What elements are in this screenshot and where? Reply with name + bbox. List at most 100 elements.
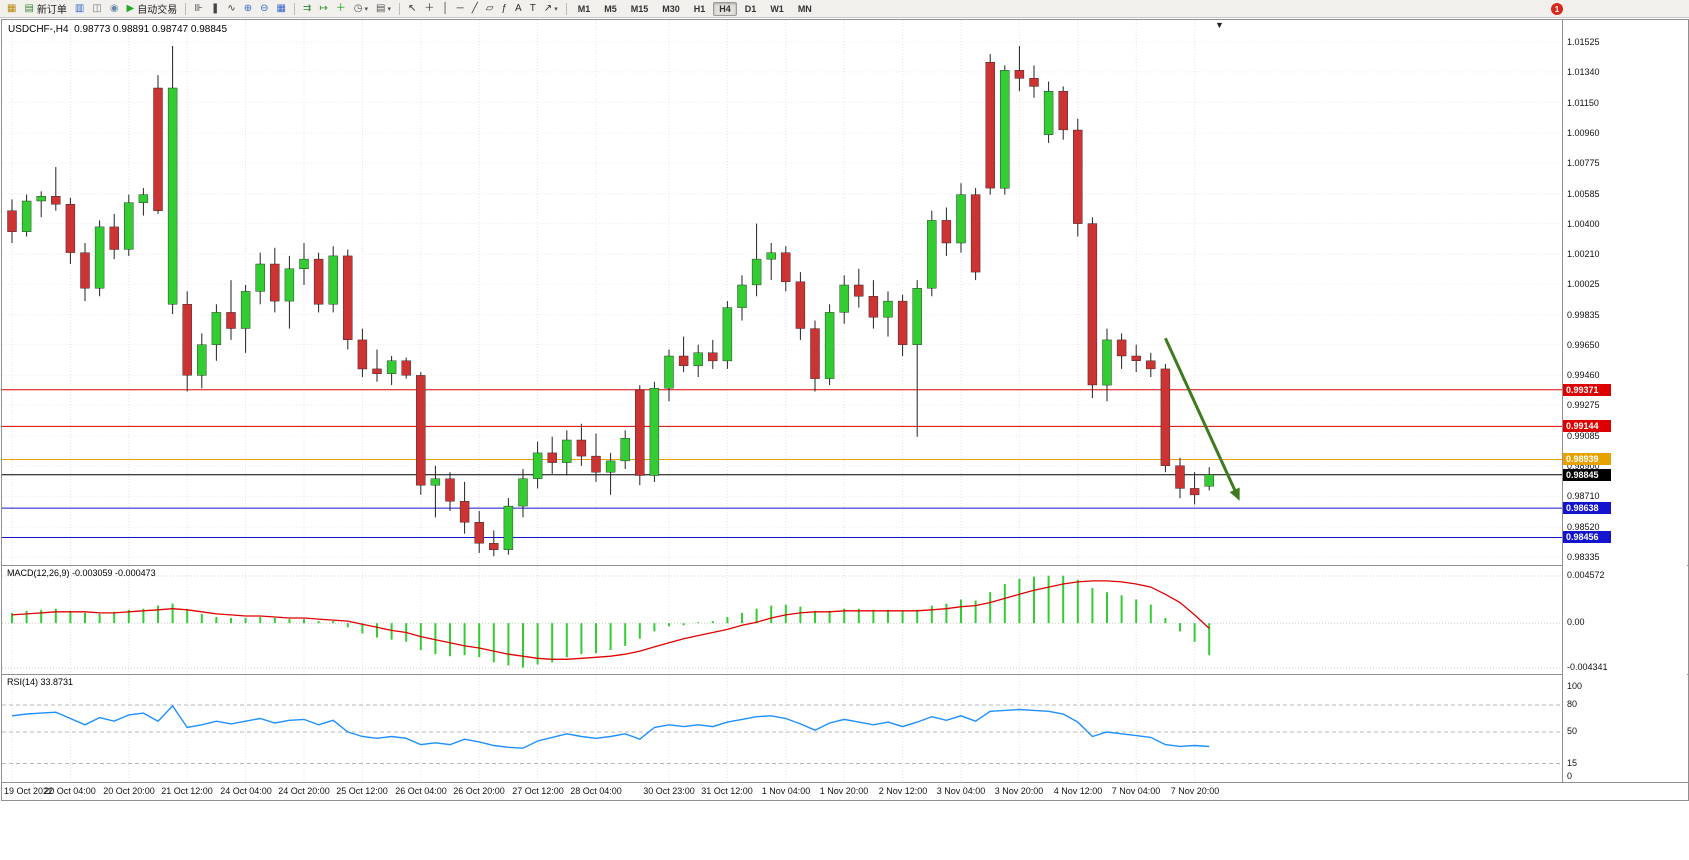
auto-scroll-icon: ⇉ [302, 2, 312, 14]
rsi-indicator-pane[interactable]: RSI(14) 33.8731 [2, 674, 1688, 782]
line-chart-icon: ∿ [227, 2, 236, 14]
dropdown-caret-icon: ▾ [554, 5, 558, 13]
crosshair-icon: ＋ [424, 2, 435, 14]
metaeditor-button[interactable]: ◉ [107, 1, 122, 16]
arrows-button[interactable]: ↗ ▾ [541, 1, 561, 16]
chart-shift-marker-icon[interactable]: ▼ [1215, 20, 1224, 30]
timeframe-m15-button[interactable]: M15 [630, 3, 649, 14]
templates-button[interactable]: ▤ ▾ [373, 1, 394, 16]
periods-button[interactable]: ◷ ▾ [351, 1, 371, 16]
price-tag: 0.98638 [1563, 502, 1611, 514]
time-axis-label: 20 Oct 04:00 [44, 786, 96, 796]
price-tag: 0.99144 [1563, 420, 1611, 432]
tile-windows-button[interactable]: ▦ [274, 1, 289, 16]
timeframe-m30-button[interactable]: M30 [662, 3, 680, 14]
trendline-button[interactable]: ╱ [469, 1, 481, 16]
zoom-out-button[interactable]: ⊖ [257, 1, 271, 16]
price-axis-label: 1.00025 [1567, 279, 1600, 289]
candlestick-chart-button[interactable]: ❚ [208, 1, 222, 16]
price-axis-label: 0.99085 [1567, 431, 1600, 441]
timeframe-h1-button[interactable]: H1 [693, 3, 706, 14]
navigator-button[interactable]: ◫ [89, 1, 104, 16]
navigator-icon: ◫ [92, 2, 102, 14]
toolbar-separator [398, 2, 400, 15]
market-watch-icon: ▥ [74, 2, 85, 14]
price-chart-pane[interactable]: USDCHF-,H4 0.98773 0.98891 0.98747 0.988… [2, 20, 1688, 565]
new-order-button[interactable]: ▤ 新订单 [21, 1, 69, 16]
time-axis-label: 4 Nov 12:00 [1053, 786, 1103, 796]
fibonacci-icon: ƒ [501, 2, 508, 14]
auto-scroll-button[interactable]: ⇉ [300, 1, 314, 16]
price-axis-label: 1.00210 [1567, 249, 1600, 259]
macd-axis-label: -0.004341 [1567, 662, 1608, 672]
bar-chart-button[interactable]: ⊪ [191, 1, 206, 16]
time-axis-label: 2 Nov 12:00 [878, 786, 928, 796]
price-axis[interactable] [1563, 20, 1687, 782]
metaeditor-icon: ◉ [109, 2, 119, 14]
arrows-icon: ↗ [543, 2, 553, 14]
time-axis-label: 7 Nov 20:00 [1170, 786, 1220, 796]
fibonacci-button[interactable]: ƒ [498, 1, 510, 16]
toolbar-separator [293, 2, 295, 15]
time-axis-label: 24 Oct 20:00 [278, 786, 330, 796]
autotrading-button-label: 自动交易 [137, 5, 178, 16]
timeframe-m1-button[interactable]: M1 [577, 3, 591, 14]
price-axis-label: 0.99460 [1567, 370, 1600, 380]
new-order-button-label: 新订单 [36, 5, 67, 16]
price-axis-label: 0.99275 [1567, 400, 1600, 410]
market-watch-button[interactable]: ▥ [72, 1, 87, 16]
rsi-canvas[interactable] [2, 675, 1562, 782]
autotrading-button[interactable]: ▶ 自动交易 [124, 1, 181, 16]
periods-icon: ◷ [353, 2, 363, 14]
indicators-button[interactable]: ＋ [333, 1, 349, 16]
chart-shift-icon: ↦ [319, 2, 328, 14]
rsi-label: RSI(14) 33.8731 [7, 677, 74, 687]
macd-canvas[interactable] [2, 566, 1562, 674]
toolbar: ▦ ▤ 新订单 ▥ ◫ ◉ ▶ 自动交易 ⊪ ❚ ∿ ⊕ ⊖ ▦ ⇉ ↦ ＋ ◷ ▾ ▤ ▾ ↖ ＋ │ ─ ╱ ▱ ƒ A T ↗ ▾ M1 M… [0, 0, 1689, 18]
chart-shift-button[interactable]: ↦ [316, 1, 330, 16]
rsi-axis-label: 100 [1567, 681, 1583, 691]
notifications-badge[interactable]: 1 [1551, 3, 1563, 15]
macd-indicator-pane[interactable]: MACD(12,26,9) -0.003059 -0.000473 [2, 565, 1688, 674]
price-axis-divider [1562, 20, 1563, 782]
autotrading-icon: ▶ [126, 2, 135, 14]
vertical-line-button[interactable]: │ [439, 1, 451, 16]
price-axis-label: 1.00960 [1567, 128, 1600, 138]
price-axis-label: 0.99650 [1567, 340, 1600, 350]
time-axis[interactable]: 19 Oct 2022 20 Oct 04:00 20 Oct 20:00 21 Oc… [2, 782, 1688, 800]
timeframe-mn-button[interactable]: MN [797, 3, 812, 14]
crosshair-button[interactable]: ＋ [421, 1, 437, 16]
zoom-out-icon: ⊖ [260, 2, 269, 14]
price-chart-canvas[interactable] [2, 20, 1562, 565]
price-axis-label: 1.00400 [1567, 219, 1600, 229]
macd-axis-label: 0.004572 [1567, 570, 1605, 580]
cursor-button[interactable]: ↖ [405, 1, 419, 16]
time-axis-label: 19 Oct 2022 [4, 786, 54, 796]
line-chart-button[interactable]: ∿ [224, 1, 238, 16]
dropdown-caret-icon: ▾ [387, 5, 391, 13]
price-axis-label: 0.98710 [1567, 491, 1600, 501]
timeframe-h4-button[interactable]: H4 [713, 1, 737, 16]
price-tag: 0.99371 [1563, 384, 1611, 396]
timeframe-w1-button[interactable]: W1 [770, 3, 784, 14]
tile-windows-icon: ▦ [276, 2, 286, 14]
time-axis-label: 20 Oct 20:00 [103, 786, 155, 796]
zoom-in-icon: ⊕ [243, 2, 253, 14]
macd-histogram [11, 575, 1211, 668]
price-axis-label: 1.01525 [1567, 37, 1600, 47]
new-chart-button[interactable]: ▦ [4, 1, 19, 16]
templates-icon: ▤ [376, 2, 386, 14]
price-axis-label: 0.98900 [1567, 461, 1600, 471]
trend-arrow-annotation[interactable] [1164, 337, 1240, 501]
timeframe-d1-button[interactable]: D1 [744, 3, 757, 14]
label-button[interactable]: T [527, 1, 539, 16]
horizontal-line-button[interactable]: ─ [454, 1, 467, 16]
time-axis-label: 26 Oct 20:00 [453, 786, 505, 796]
rsi-axis-label: 50 [1567, 726, 1578, 736]
text-button[interactable]: A [512, 1, 525, 16]
zoom-in-button[interactable]: ⊕ [241, 1, 255, 16]
time-axis-label: 7 Nov 04:00 [1111, 786, 1161, 796]
time-axis-label: 24 Oct 04:00 [220, 786, 272, 796]
timeframe-m5-button[interactable]: M5 [604, 3, 617, 14]
channel-button[interactable]: ▱ [483, 1, 497, 16]
